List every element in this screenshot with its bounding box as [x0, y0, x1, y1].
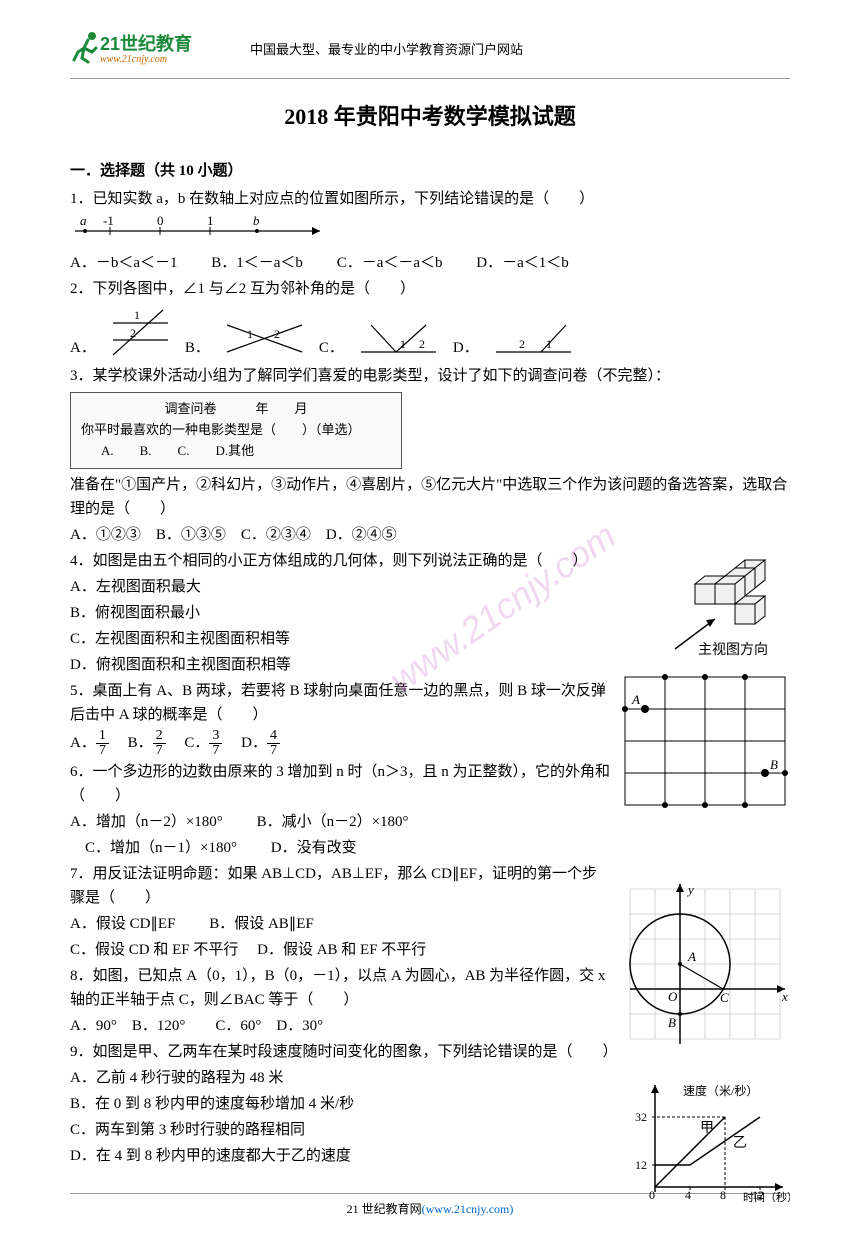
svg-text:2: 2	[419, 337, 425, 351]
q1-opt-c: C．－a＜－a＜b	[337, 255, 443, 271]
q7-opt-c: C．假设 CD 和 EF 不平行	[70, 942, 238, 958]
svg-text:2: 2	[519, 337, 525, 351]
q2-figures: A． 1 2 B． 1 2 C． 1 2	[70, 305, 790, 360]
svg-text:2: 2	[274, 327, 280, 341]
q1-options: A．－b＜a＜－1 B．1＜－a＜b C．－a＜－a＜b D．－a＜1＜b	[70, 251, 790, 275]
svg-text:1: 1	[247, 327, 253, 341]
logo: 21世纪教育 www.21cnjy.com	[70, 30, 210, 70]
question-2: 2．下列各图中，∠1 与∠2 互为邻补角的是（ ）	[70, 277, 790, 301]
q2-fig-a: 1 2	[108, 305, 173, 360]
page-header: 21世纪教育 www.21cnjy.com 中国最大型、最专业的中小学教育资源门…	[70, 30, 790, 79]
svg-text:乙: 乙	[733, 1135, 747, 1151]
q2-label-a: A．	[70, 336, 96, 360]
svg-text:0: 0	[649, 1188, 655, 1202]
question-1: 1．已知实数 a，b 在数轴上对应点的位置如图所示，下列结论错误的是（ ）	[70, 187, 790, 211]
svg-text:0: 0	[157, 213, 164, 228]
logo-sub-text: www.21cnjy.com	[100, 52, 167, 68]
svg-text:C: C	[720, 990, 729, 1005]
runner-icon	[70, 30, 100, 65]
svg-text:主视图方向: 主视图方向	[698, 642, 768, 658]
svg-text:1: 1	[207, 213, 214, 228]
q2-fig-b: 1 2	[222, 320, 307, 360]
svg-text:O: O	[668, 989, 678, 1004]
q6-opt-c: C．增加（n－1）×180°	[70, 840, 237, 856]
svg-text:B: B	[668, 1015, 676, 1030]
q4-figure: 主视图方向	[660, 554, 790, 659]
footer-text: 21 世纪教育网	[347, 1202, 422, 1216]
page-title: 2018 年贵阳中考数学模拟试题	[70, 99, 790, 134]
svg-text:12: 12	[635, 1158, 647, 1172]
svg-text:A: A	[631, 692, 640, 707]
svg-text:1: 1	[134, 308, 140, 322]
q3-survey-box: 调查问卷 年 月 你平时最喜欢的一种电影类型是（ ）（单选） A. B. C. …	[70, 392, 402, 468]
q2-label-c: C．	[319, 336, 344, 360]
q6-options-row1: A．增加（n－2）×180° B．减小（n－2）×180°	[70, 810, 790, 834]
q2-label-d: D．	[453, 336, 479, 360]
svg-text:1: 1	[400, 337, 406, 351]
q7-opt-d: D．假设 AB 和 EF 不平行	[257, 942, 426, 958]
question-3-cont: 准备在"①国产片，②科幻片，③动作片，④喜剧片，⑤亿元大片"中选取三个作为该问题…	[70, 473, 790, 521]
section-1-heading: 一．选择题（共 10 小题）	[70, 159, 790, 183]
header-tagline: 中国最大型、最专业的中小学教育资源门户网站	[250, 40, 523, 61]
q1-opt-d: D．－a＜1＜b	[476, 255, 569, 271]
content: www.21cnjy.com 一．选择题（共 10 小题） 1．已知实数 a，b…	[70, 159, 790, 1167]
svg-text:y: y	[686, 882, 694, 897]
question-3: 3．某学校课外活动小组为了解同学们喜爱的电影类型，设计了如下的调查问卷（不完整）…	[70, 364, 790, 388]
q1-numberline: a -1 0 1 b	[70, 213, 330, 241]
svg-text:x: x	[781, 989, 788, 1004]
q3-options: A．①②③ B．①③⑤ C．②③④ D．②④⑤	[70, 523, 790, 547]
q1-opt-a: A．－b＜a＜－1	[70, 255, 178, 271]
svg-text:甲: 甲	[700, 1121, 714, 1136]
q2-fig-c: 1 2	[356, 320, 441, 360]
q8-figure: y x O A B C	[620, 879, 790, 1049]
q6-opt-a: A．增加（n－2）×180°	[70, 814, 223, 830]
q6-opt-b: B．减小（n－2）×180°	[257, 814, 409, 830]
q7-opt-a: A．假设 CD∥EF	[70, 916, 175, 932]
svg-text:B: B	[770, 757, 778, 772]
q2-fig-d: 2 1	[491, 320, 576, 360]
svg-text:2: 2	[130, 326, 136, 340]
q6-opt-d: D．没有改变	[271, 840, 357, 856]
svg-text:b: b	[253, 213, 260, 228]
svg-text:a: a	[80, 213, 87, 228]
svg-text:A: A	[687, 949, 696, 964]
survey-line1: 调查问卷 年 月	[81, 399, 391, 420]
svg-text:32: 32	[635, 1110, 647, 1124]
q9-chart: 速度（米/秒） 32 12 0 4 8 12 甲 乙 时间（秒）	[625, 1077, 790, 1202]
svg-text:-1: -1	[103, 213, 114, 228]
q6-options-row2: C．增加（n－1）×180° D．没有改变	[70, 836, 790, 860]
footer-url: (www.21cnjy.com)	[422, 1202, 514, 1216]
svg-text:4: 4	[685, 1188, 691, 1202]
svg-text:速度（米/秒）: 速度（米/秒）	[683, 1083, 758, 1098]
svg-text:1: 1	[546, 337, 552, 351]
q7-opt-b: B．假设 AB∥EF	[209, 916, 314, 932]
survey-line2: 你平时最喜欢的一种电影类型是（ ）（单选）	[81, 420, 391, 441]
svg-text:时间（秒）: 时间（秒）	[743, 1190, 790, 1202]
svg-text:8: 8	[720, 1188, 726, 1202]
q2-label-b: B．	[185, 336, 210, 360]
q5-figure: A B	[615, 669, 790, 809]
survey-line3: A. B. C. D.其他	[81, 441, 391, 462]
q1-opt-b: B．1＜－a＜b	[211, 255, 303, 271]
